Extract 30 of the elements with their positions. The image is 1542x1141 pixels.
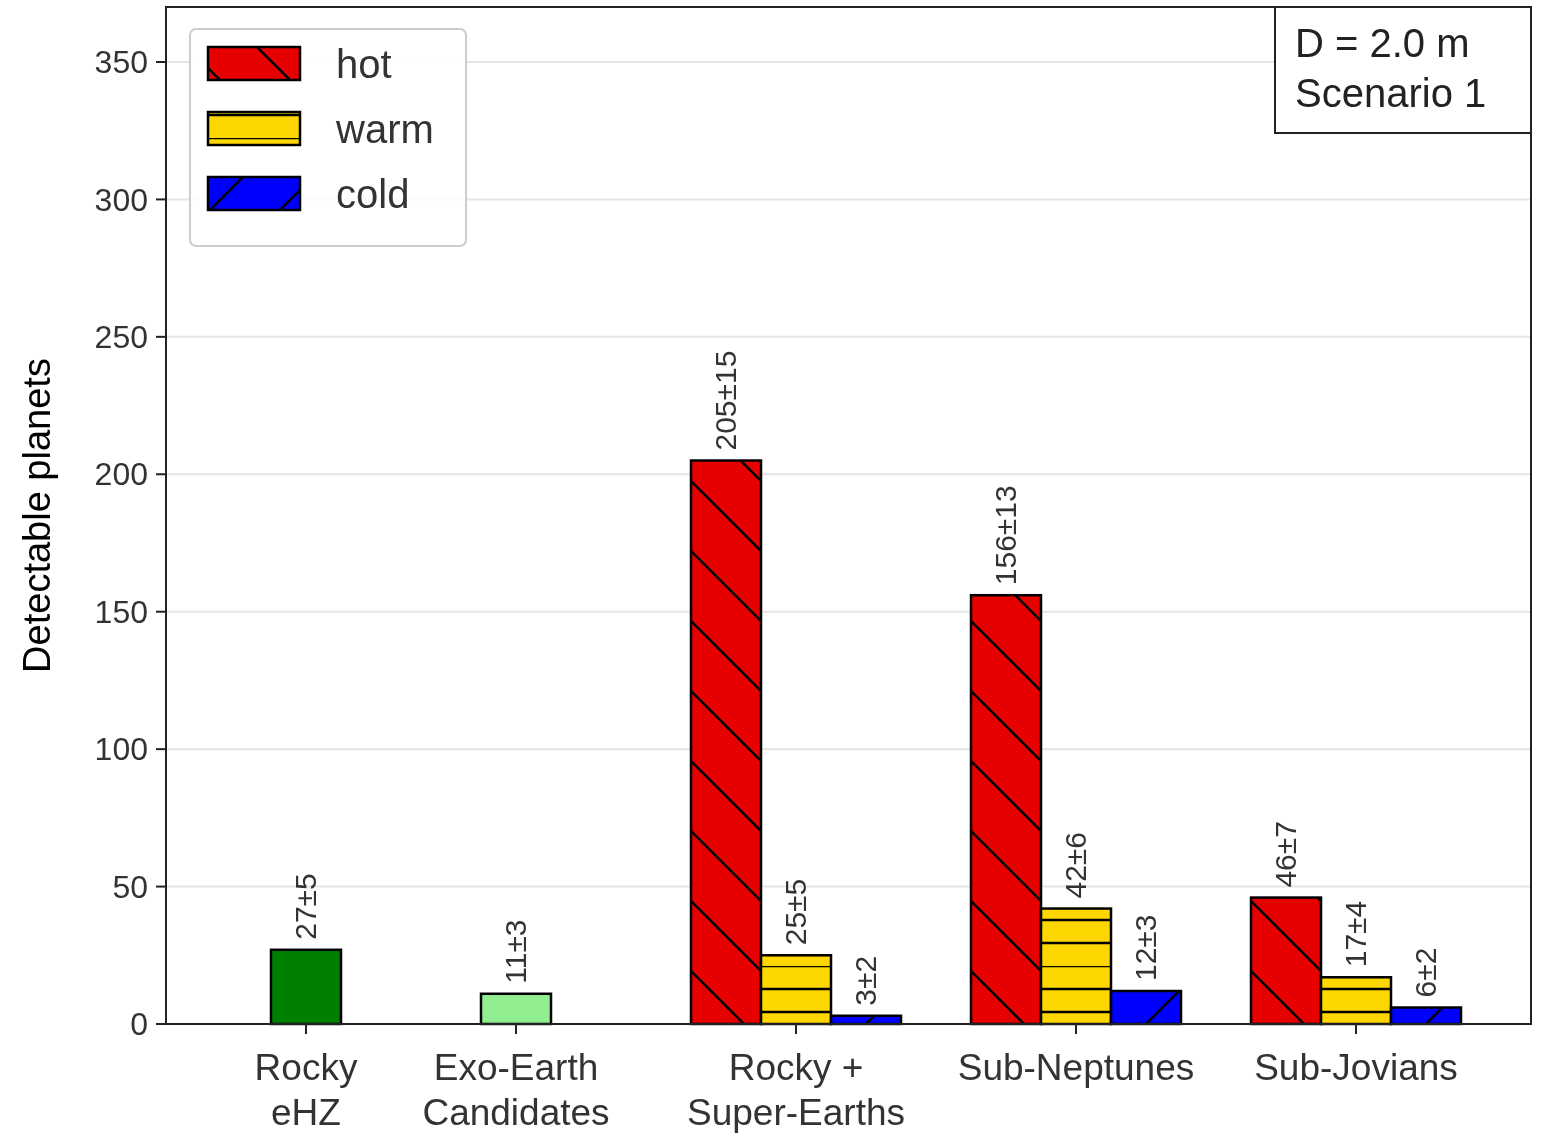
data-label: 25±5 [779,878,812,946]
data-label: 27±5 [289,873,322,940]
annotation: D = 2.0 m [1295,21,1470,65]
y-tick-label: 200 [94,456,148,493]
x-tick-label: Sub-Neptunes [957,1047,1195,1088]
y-tick-label: 150 [94,593,148,630]
y-tick-label: 50 [112,868,148,905]
data-label: 205±15 [709,350,742,451]
legend-label: cold [336,172,410,216]
data-label: 12±3 [1129,914,1162,982]
y-tick-label: 350 [94,44,148,81]
y-tick-label: 250 [94,319,148,356]
y-tick-label: 0 [130,1006,148,1043]
data-label: 6±2 [1409,947,1442,998]
x-tick-label: Sub-Jovians [1254,1047,1458,1088]
legend-label: hot [336,42,392,86]
y-tick-label: 100 [94,731,148,768]
legend-label: warm [335,107,434,151]
data-label: 156±13 [989,485,1022,586]
data-label: 46±7 [1269,821,1302,888]
y-axis-title: Detectable planets [16,358,58,673]
annotation: Scenario 1 [1295,71,1487,115]
x-tick-label: Exo-Earth Candidates [422,1047,610,1133]
x-tick-label: Rocky + Super-Earths [687,1047,905,1133]
y-tick-label: 300 [94,181,148,218]
data-label: 17±4 [1339,900,1372,968]
data-label: 3±2 [849,955,882,1006]
data-label: 11±3 [499,919,532,984]
x-tick-label: Rocky eHZ [254,1047,358,1133]
data-label: 42±6 [1059,832,1092,899]
